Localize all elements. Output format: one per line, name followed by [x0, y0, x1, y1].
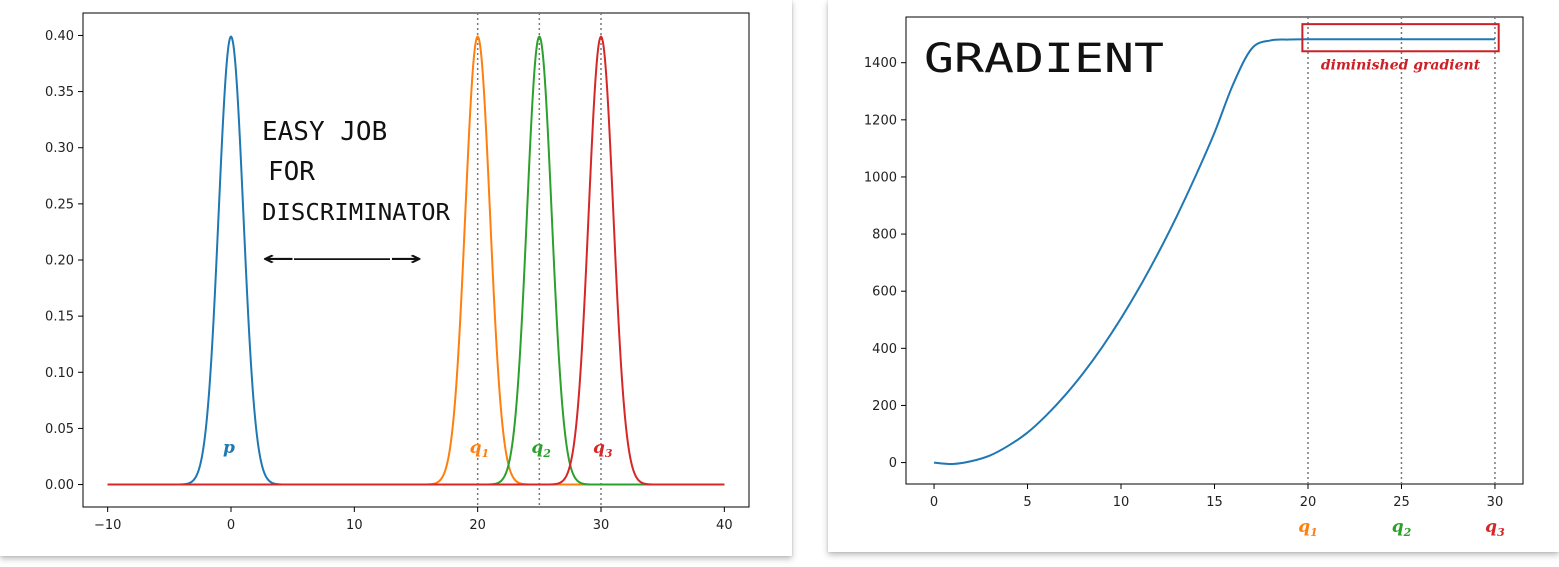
left-vlines: [476, 13, 602, 507]
x-tick-label: 20: [469, 518, 486, 533]
y-tick-label: 400: [872, 342, 897, 357]
label-q1: q1: [1298, 517, 1318, 539]
x-tick-label: 40: [716, 518, 733, 533]
y-tick-label: 1000: [864, 170, 897, 185]
right-vlines: [1307, 17, 1496, 484]
x-tick-label: 30: [593, 518, 610, 533]
y-tick-label: 0.20: [45, 254, 74, 269]
left-y-axis: 0.00 0.05 0.10 0.15 0.20 0.25 0.30 0.35 0.40: [45, 29, 83, 493]
x-tick-label: 30: [1487, 495, 1504, 510]
right-plot-frame: [905, 16, 1524, 485]
left-chart-panel: 0.00 0.05 0.10 0.15 0.20 0.25 0.30 0.35 0.40 −10…: [0, 0, 792, 556]
y-tick-label: 0.00: [45, 478, 74, 493]
x-tick-label: 5: [1023, 495, 1031, 510]
y-tick-label: 0.25: [45, 197, 74, 212]
x-tick-label: 20: [1300, 495, 1317, 510]
chart-title: GRADIENT: [924, 36, 1164, 82]
x-tick-label: 15: [1206, 495, 1223, 510]
x-tick-label: −10: [94, 518, 121, 533]
label-q3: q3: [593, 438, 613, 460]
right-q-labels: q1 q2 q3: [1298, 517, 1505, 539]
x-tick-label: 0: [930, 495, 938, 510]
label-p: p: [223, 438, 235, 458]
y-tick-label: 600: [872, 285, 897, 300]
y-tick-label: 200: [872, 399, 897, 414]
gradient-curve: [933, 38, 1495, 466]
diminished-gradient-box: [1301, 23, 1500, 53]
left-curve-labels: p q1 q2 q3: [223, 438, 613, 460]
handwritten-line-2: FOR: [268, 157, 315, 187]
right-chart-panel: 0 200 400 600 800 1000 1200 1400 0 5 10 15 20 25 30 d…: [828, 0, 1559, 552]
y-tick-label: 0.35: [45, 85, 74, 100]
right-y-axis: 0 200 400 600 800 1000 1200 1400: [864, 56, 906, 471]
y-tick-label: 1200: [864, 113, 897, 128]
x-tick-label: 0: [227, 518, 235, 533]
y-tick-label: 0.30: [45, 141, 74, 156]
y-tick-label: 0: [889, 456, 897, 471]
handwritten-line-1: EASY JOB: [262, 117, 387, 147]
curve-q3: [107, 35, 725, 486]
y-tick-label: 0.15: [45, 310, 74, 325]
right-x-axis: 0 5 10 15 20 25 30: [930, 484, 1503, 510]
label-q1: q1: [470, 438, 490, 460]
y-tick-label: 1400: [864, 56, 897, 71]
label-q2: q2: [1392, 517, 1412, 539]
handwritten-annotation: EASY JOB FOR DISCRIMINATOR ←———→: [262, 117, 450, 273]
y-tick-label: 0.40: [45, 29, 74, 44]
double-arrow-icon: ←———→: [262, 243, 422, 273]
label-q2: q2: [531, 438, 551, 460]
distributions-chart: 0.00 0.05 0.10 0.15 0.20 0.25 0.30 0.35 0.40 −10…: [45, 12, 750, 533]
y-tick-label: 0.05: [45, 422, 74, 437]
y-tick-label: 0.10: [45, 366, 74, 381]
diminished-gradient-label: diminished gradient: [1321, 57, 1481, 73]
left-x-axis: −10 0 10 20 30 40: [94, 507, 733, 533]
label-q3: q3: [1485, 517, 1505, 539]
x-tick-label: 25: [1393, 495, 1410, 510]
left-curves: [107, 35, 725, 486]
gradient-chart: 0 200 400 600 800 1000 1200 1400 0 5 10 15 20 25 30 d…: [864, 16, 1524, 539]
y-tick-label: 800: [872, 228, 897, 243]
x-tick-label: 10: [1113, 495, 1130, 510]
handwritten-line-3: DISCRIMINATOR: [262, 200, 450, 226]
x-tick-label: 10: [346, 518, 363, 533]
